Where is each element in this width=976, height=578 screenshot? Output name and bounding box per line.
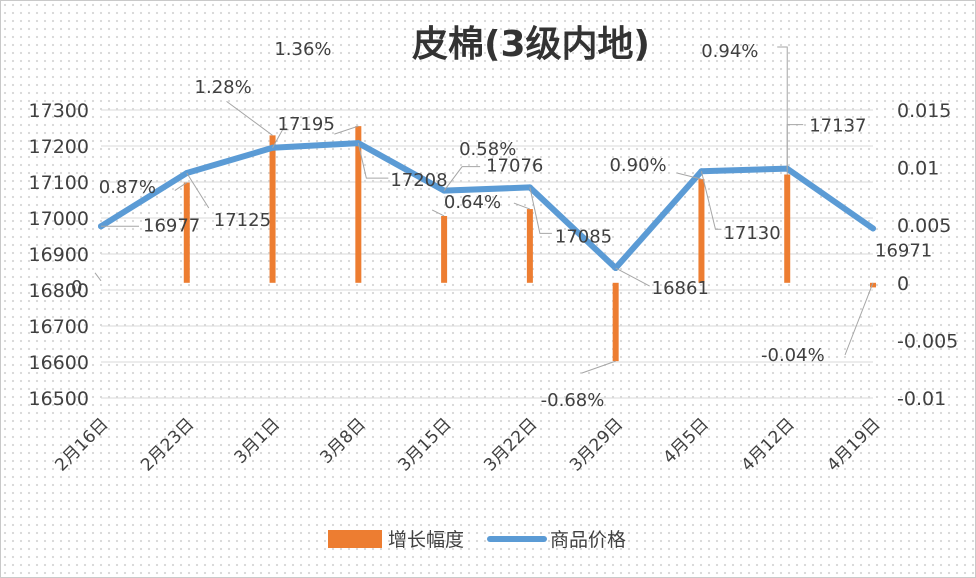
bar <box>612 282 619 362</box>
y-tick-label: 16900 <box>29 244 89 266</box>
y-tick-label: 17100 <box>29 172 89 194</box>
line-data-label: 16977 <box>143 215 200 236</box>
line-data-label: 16861 <box>652 278 709 299</box>
bar-series <box>183 126 876 362</box>
y2-tick-label: 0.015 <box>897 100 951 122</box>
line-data-label: 17137 <box>809 116 866 137</box>
bar-label-leader <box>226 100 273 136</box>
x-tick-label: 3月22日 <box>480 414 541 475</box>
y2-tick-label: -0.005 <box>897 330 958 352</box>
y-axis-secondary: -0.01 -0.005 0 0.005 0.01 0.015 <box>897 100 958 410</box>
bar-data-label: 1.28% <box>195 77 252 98</box>
bar-label-leader <box>431 209 445 217</box>
bar-data-label: 0.90% <box>609 155 666 176</box>
x-tick-label: 4月5日 <box>659 414 712 467</box>
bar-data-label: 0.64% <box>444 192 501 213</box>
bar <box>784 174 791 283</box>
bar-data-label: -0.04% <box>761 345 825 366</box>
y2-tick-label: 0.01 <box>897 158 939 180</box>
line-data-label: 17195 <box>278 114 335 135</box>
line-label-leader <box>357 143 389 179</box>
bar <box>526 209 533 283</box>
bar-data-label: 0 <box>71 277 82 298</box>
bar-label-leader <box>94 272 102 282</box>
x-tick-label: 3月29日 <box>566 414 627 475</box>
bar <box>269 135 276 283</box>
y-tick-label: 16800 <box>29 280 89 302</box>
bar-data-label: -0.68% <box>541 390 605 411</box>
line-label-leader <box>272 129 289 149</box>
x-tick-label: 2月16日 <box>51 414 112 475</box>
y2-tick-label: 0.005 <box>897 215 951 237</box>
line-label-leader <box>786 124 804 169</box>
bar <box>698 179 705 283</box>
label-leaders <box>94 46 874 374</box>
bar-label-leader <box>334 125 359 135</box>
gridlines <box>101 109 873 399</box>
y-tick-label: 16700 <box>29 316 89 338</box>
bar <box>870 282 876 288</box>
bar-label-leader <box>777 46 788 175</box>
line-data-label: 17085 <box>555 226 612 247</box>
legend-label-price: 商品价格 <box>550 529 626 551</box>
legend-label-growth: 增长幅度 <box>388 529 464 551</box>
y-tick-label: 17300 <box>29 100 89 122</box>
x-tick-label: 4月19日 <box>823 414 884 475</box>
data-labels: 0 0.87% 1.28% 1.36% 0.58% 0.64% -0.68% 0.90% 0.9… <box>71 39 932 411</box>
line-label-leader <box>443 166 481 191</box>
y-axis-primary: 16500 16600 16700 16800 16900 17000 17100 17200… <box>29 100 89 410</box>
x-tick-label: 4月12日 <box>738 414 799 475</box>
x-tick-label: 2月23日 <box>137 414 198 475</box>
line-label-leader <box>700 171 722 230</box>
bar-label-leader <box>581 360 616 374</box>
x-tick-label: 3月1日 <box>231 414 284 467</box>
line-label-leader <box>615 267 650 287</box>
price-line <box>98 140 876 272</box>
line-series <box>98 140 876 272</box>
x-tick-label: 3月8日 <box>316 414 369 467</box>
bar-label-leader <box>677 172 702 180</box>
y-tick-label: 16600 <box>29 352 89 374</box>
line-label-leader <box>186 172 210 209</box>
line-data-label: 16971 <box>875 240 932 261</box>
y-tick-label: 16500 <box>29 388 89 410</box>
bar-data-label: 1.36% <box>274 39 331 60</box>
x-tick-label: 3月15日 <box>395 414 456 475</box>
y-tick-label: 17200 <box>29 136 89 158</box>
chart-title: 皮棉(3级内地) <box>412 24 650 65</box>
bar-label-leader <box>844 282 874 356</box>
legend: 增长幅度 商品价格 <box>328 529 626 551</box>
line-data-label: 17076 <box>486 156 543 177</box>
bar <box>441 215 448 283</box>
y-tick-label: 17000 <box>29 208 89 230</box>
line-data-label: 17208 <box>390 170 447 191</box>
legend-swatch-growth <box>328 530 382 548</box>
x-axis: 2月16日 2月23日 3月1日 3月8日 3月15日 3月22日 3月29日 4月5日 4月1… <box>51 414 884 475</box>
bar <box>355 126 362 283</box>
y2-tick-label: 0 <box>897 273 909 295</box>
line-data-label: 17130 <box>723 223 780 244</box>
bar-label-leader <box>174 182 188 191</box>
line-data-label: 17125 <box>214 210 271 231</box>
line-label-leader <box>529 187 552 234</box>
bar-data-label: 0.87% <box>99 177 156 198</box>
bar-data-label: 0.58% <box>459 139 516 160</box>
line-point <box>870 225 876 232</box>
bar-data-label: 0.94% <box>701 41 758 62</box>
bar <box>183 182 190 283</box>
y2-tick-label: -0.01 <box>897 388 946 410</box>
bar-label-leader <box>513 202 531 210</box>
